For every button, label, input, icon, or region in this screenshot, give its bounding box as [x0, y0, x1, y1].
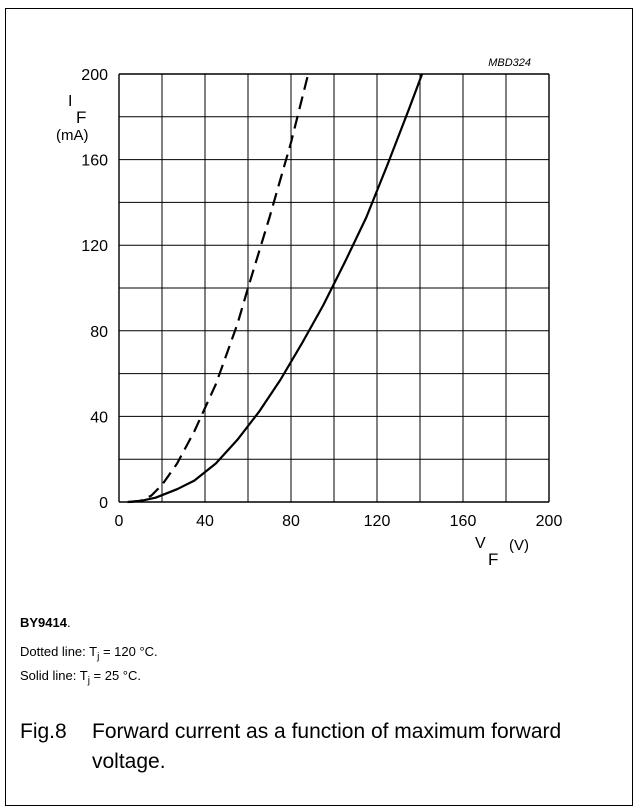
x-tick-label: 80 [282, 513, 300, 530]
dotted-line-note: Dotted line: Tj = 120 °C. [20, 644, 158, 663]
y-axis-subscript: F [76, 108, 86, 127]
caption-text: Forward current as a function of maximum… [92, 720, 562, 773]
figure-number: Fig.8 [20, 720, 67, 743]
solid-line-note: Solid line: Tj = 25 °C. [20, 668, 142, 687]
series-group [127, 73, 424, 504]
y-tick-label: 0 [99, 495, 108, 512]
y-tick-label: 80 [90, 324, 108, 341]
series-line-solid [127, 73, 424, 504]
figure-caption: Fig.8 Forward current as a function of ma… [20, 717, 562, 777]
y-tick-label: 40 [90, 409, 108, 426]
y-axis-symbol: I [68, 93, 72, 110]
x-axis-subscript: F [488, 550, 498, 569]
x-axis-unit: (V) [509, 537, 529, 554]
figure-code: MBD324 [488, 57, 531, 69]
x-tick-label: 40 [196, 513, 214, 530]
grid [118, 73, 550, 503]
x-tick-label: 200 [536, 513, 563, 530]
series-line-dashed [129, 73, 310, 504]
y-tick-label: 200 [81, 67, 108, 84]
figure-frame [5, 8, 633, 806]
x-tick-label: 0 [115, 513, 124, 530]
y-tick-label: 160 [81, 153, 108, 170]
x-tick-label: 160 [450, 513, 477, 530]
device-name: BY9414. [20, 615, 71, 630]
x-tick-label: 120 [364, 513, 391, 530]
y-tick-label: 120 [81, 238, 108, 255]
y-axis-unit: (mA) [56, 127, 89, 144]
tick-labels: 0 40 80 120 160 200 0 40 80 120 160 200 [81, 67, 562, 530]
x-axis-symbol: V [475, 535, 486, 552]
